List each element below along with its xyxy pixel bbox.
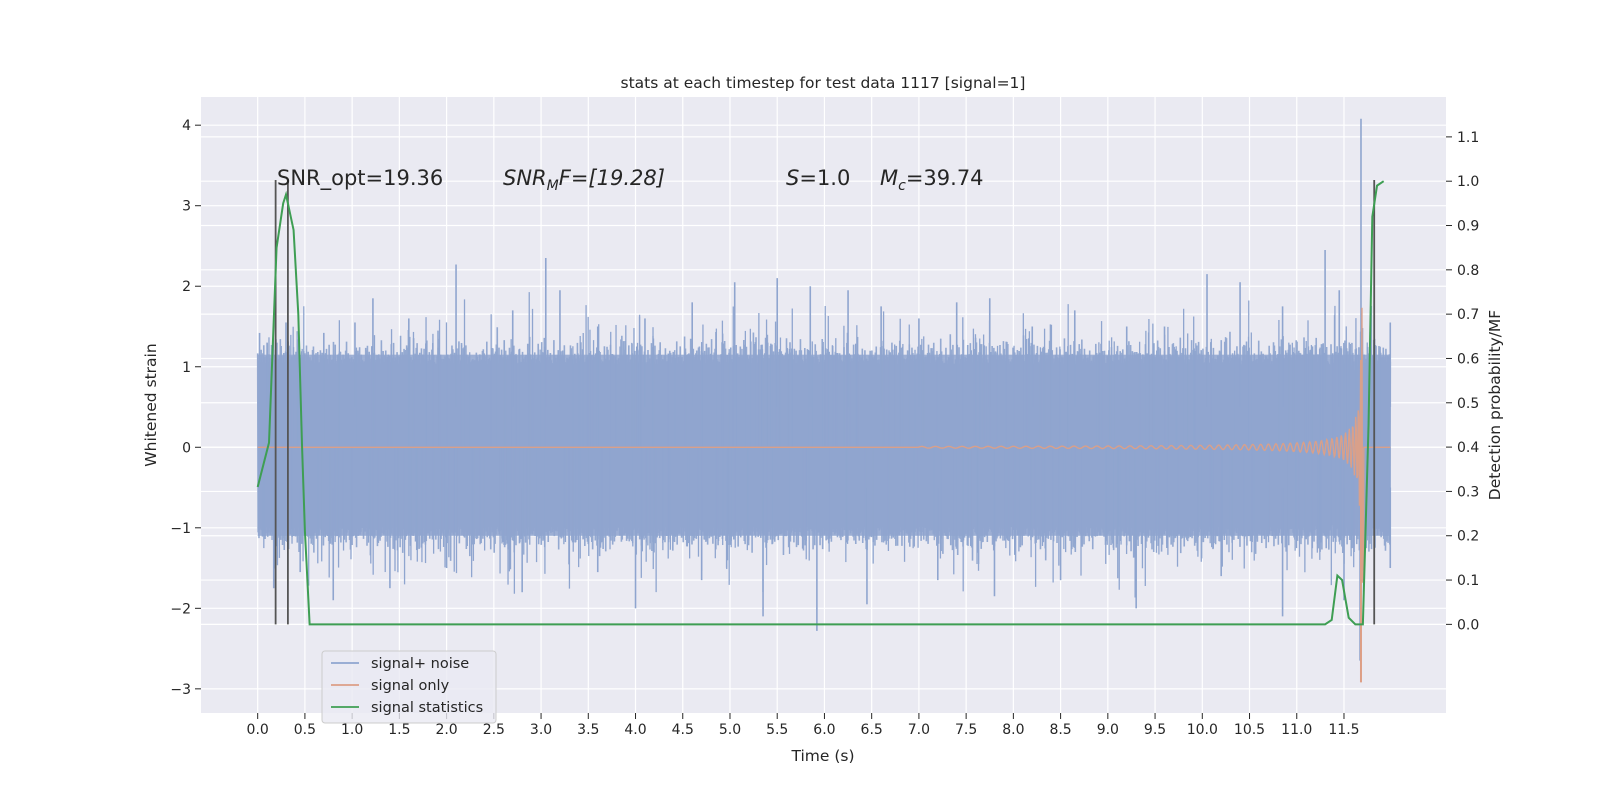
x-tick-label: 6.5 — [861, 722, 883, 738]
y-tick-label-right: 1.1 — [1457, 130, 1479, 146]
x-tick-label: 2.5 — [483, 722, 505, 738]
y-tick-label-right: 1.0 — [1457, 174, 1479, 190]
y-tick-label-right: 0.8 — [1457, 263, 1479, 279]
y-tick-label-left: 4 — [182, 118, 191, 134]
x-axis-label: Time (s) — [790, 747, 854, 765]
annotation-s: S=1.0 — [786, 166, 850, 190]
x-tick-label: 8.0 — [1002, 722, 1024, 738]
y-tick-label-left: 0 — [182, 440, 191, 456]
x-tick-label: 10.0 — [1187, 722, 1218, 738]
y-ticks-right: 0.0 0.1 0.2 0.3 0.4 0.5 0.6 0.7 0.8 0.9 1.0 1.1 — [1446, 130, 1479, 633]
y-axis-label-left: Whitened strain — [142, 343, 160, 466]
x-tick-label: 0.0 — [247, 722, 269, 738]
x-tick-label: 7.0 — [908, 722, 930, 738]
annotation-mc: Mc=39.74 — [880, 166, 984, 194]
signal-statistics-layer — [256, 180, 1385, 626]
y-tick-label-right: 0.3 — [1457, 484, 1479, 500]
x-tick-label: 9.0 — [1097, 722, 1119, 738]
y-tick-label-left: 2 — [182, 279, 191, 295]
y-tick-label-right: 0.6 — [1457, 351, 1479, 367]
x-tick-label: 4.5 — [672, 722, 694, 738]
series-signal-only — [257, 307, 1391, 583]
y-ticks-left: −3 −2 −1 0 1 2 3 4 — [170, 118, 201, 698]
signal-only-layer — [257, 307, 1391, 683]
x-tick-label: 5.0 — [719, 722, 741, 738]
y-tick-label-right: 0.2 — [1457, 529, 1479, 545]
x-tick-label: 3.0 — [530, 722, 552, 738]
x-tick-label: 6.0 — [813, 722, 835, 738]
legend: signal+ noise signal only signal statist… — [321, 650, 497, 724]
x-tick-label: 10.5 — [1234, 722, 1265, 738]
y-tick-label-right: 0.5 — [1457, 396, 1479, 412]
y-tick-label-right: 0.0 — [1457, 617, 1479, 633]
x-tick-label: 11.0 — [1281, 722, 1312, 738]
annotation-snr-mf: SNRMF=[19.28] — [503, 166, 665, 194]
chart-title: stats at each timestep for test data 111… — [621, 74, 1026, 92]
x-tick-label: 8.5 — [1049, 722, 1071, 738]
x-tick-label: 7.5 — [955, 722, 977, 738]
y-tick-label-left: −3 — [170, 682, 191, 698]
legend-label-signal-statistics: signal statistics — [371, 700, 483, 716]
y-tick-label-left: 3 — [182, 199, 191, 215]
annotation-snr-opt: SNR_opt=19.36 — [277, 166, 443, 191]
y-tick-label-left: −1 — [170, 521, 191, 537]
x-tick-label: 4.0 — [624, 722, 646, 738]
x-tick-label: 2.0 — [435, 722, 457, 738]
x-tick-label: 1.0 — [341, 722, 363, 738]
legend-label-signal-only: signal only — [371, 678, 450, 694]
x-ticks: 0.0 0.5 1.0 1.5 2.0 2.5 3.0 3.5 4.0 4.5 5.0 5.5 6.0 6… — [247, 713, 1360, 738]
legend-label-signal-noise: signal+ noise — [371, 656, 469, 672]
y-tick-label-left: 1 — [182, 360, 191, 376]
y-tick-label-right: 0.7 — [1457, 307, 1479, 323]
legend-box — [321, 650, 497, 724]
x-tick-label: 1.5 — [388, 722, 410, 738]
y-tick-label-right: 0.4 — [1457, 440, 1479, 456]
x-tick-label: 9.5 — [1144, 722, 1166, 738]
y-tick-label-right: 0.9 — [1457, 219, 1479, 235]
x-tick-label: 5.5 — [766, 722, 788, 738]
x-tick-label: 11.5 — [1328, 722, 1359, 738]
x-tick-label: 3.5 — [577, 722, 599, 738]
series-signal-statistics — [256, 180, 1385, 626]
x-tick-label: 0.5 — [294, 722, 316, 738]
y-tick-label-right: 0.1 — [1457, 573, 1479, 589]
y-axis-label-right: Detection probability/MF — [1486, 310, 1504, 501]
y-tick-label-left: −2 — [170, 601, 191, 617]
